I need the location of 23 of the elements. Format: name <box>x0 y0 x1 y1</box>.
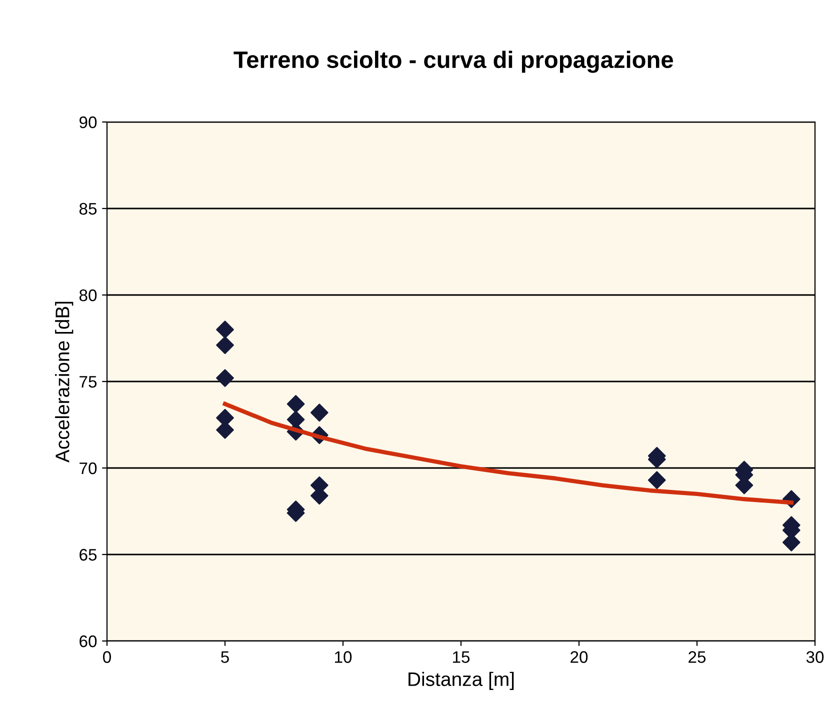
y-tick-label: 90 <box>80 116 97 128</box>
point <box>216 336 234 354</box>
point <box>286 395 305 413</box>
point <box>216 369 234 387</box>
y-axis-title: Accelerazione [dB] <box>55 302 74 463</box>
x-tick-label: 25 <box>688 651 706 663</box>
x-tick-label: 10 <box>335 651 352 663</box>
x-tick-label: 15 <box>453 651 470 663</box>
x-tick-label: 0 <box>103 651 111 663</box>
y-tick-label: 85 <box>79 202 97 215</box>
point <box>216 320 234 339</box>
x-axis-title: Distanza [m] <box>408 672 514 690</box>
y-tick-label: 75 <box>80 376 97 388</box>
y-tick-label: 60 <box>80 635 97 648</box>
x-tick-label: 30 <box>806 651 824 663</box>
y-tick-label: 80 <box>79 289 97 302</box>
x-tick-label: 20 <box>570 651 588 663</box>
y-tick-label: 65 <box>80 548 97 561</box>
y-tick-label: 70 <box>80 462 97 474</box>
chart-title: Terreno sciolto - curva di propagazione <box>234 50 674 73</box>
point <box>310 404 328 422</box>
x-tick-label: 5 <box>221 651 229 663</box>
point <box>648 471 666 490</box>
